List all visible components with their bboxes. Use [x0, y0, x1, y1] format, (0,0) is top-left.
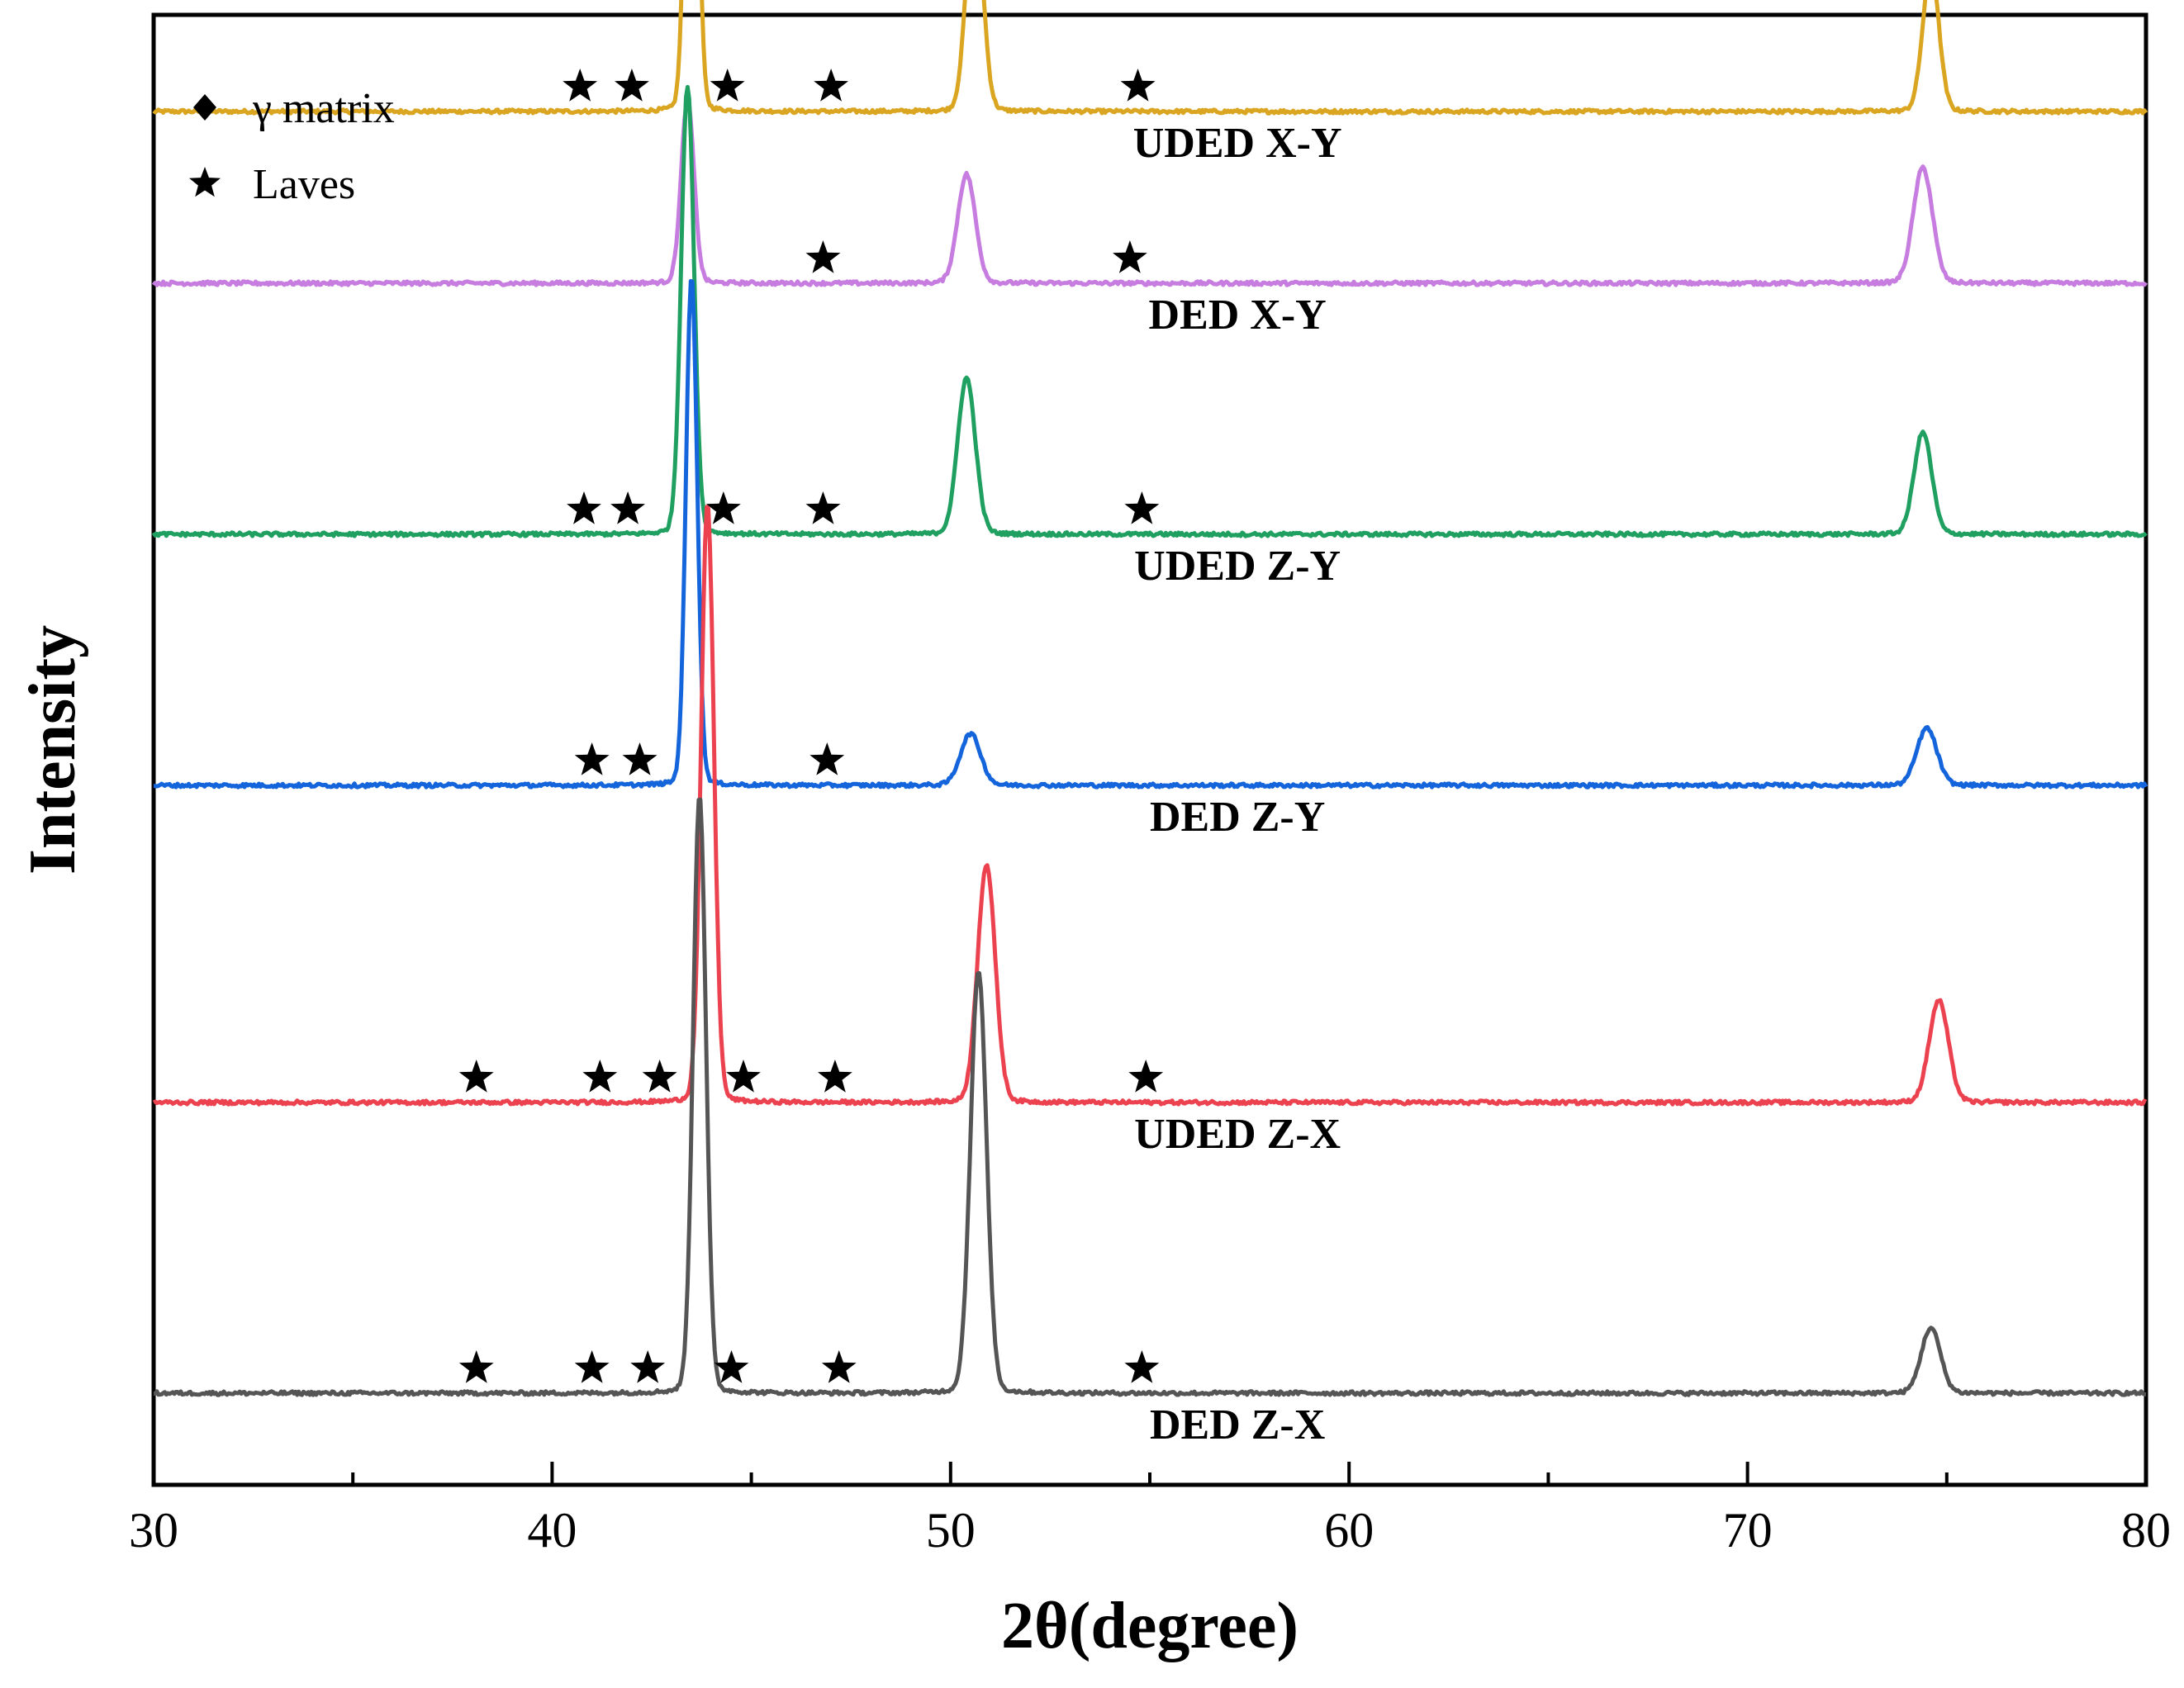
laves-star-ded-z-x-1	[574, 1350, 610, 1383]
series-line-uded-z-y	[151, 84, 2148, 538]
series-layer: UDED X-Y DED X-Y UDED Z-Y DED Z-Y UDED Z-X DE…	[151, 0, 2148, 1449]
laves-star-uded-z-x-0	[458, 1060, 494, 1093]
x-tick-label-50: 50	[926, 1503, 976, 1558]
laves-star-uded-z-y-3	[805, 491, 841, 524]
legend-laves-label: Laves	[253, 161, 355, 208]
series-label-ded-z-y: DED Z-Y	[1150, 794, 1325, 841]
laves-star-uded-z-y-2	[705, 491, 741, 524]
series-line-ded-z-y	[153, 278, 2148, 789]
laves-star-ded-z-x-4	[821, 1350, 857, 1383]
series-label-ded-z-x: DED Z-X	[1150, 1401, 1325, 1449]
laves-star-uded-x-y-4	[1120, 69, 1156, 102]
laves-star-uded-z-x-4	[818, 1060, 852, 1093]
laves-star-uded-z-y-1	[610, 491, 645, 524]
x-tick-label-70: 70	[1723, 1503, 1773, 1558]
laves-star-ded-z-x-5	[1124, 1350, 1160, 1383]
series-label-uded-z-x: UDED Z-X	[1134, 1111, 1341, 1158]
x-tick-label-80: 80	[2121, 1503, 2171, 1558]
x-tick-label-30: 30	[129, 1503, 178, 1558]
laves-star-ded-z-y-0	[574, 742, 610, 775]
x-tick-label-60: 60	[1324, 1503, 1374, 1558]
laves-star-ded-z-y-1	[622, 742, 658, 775]
laves-star-uded-x-y-3	[814, 69, 848, 102]
legend-star-icon	[189, 167, 221, 197]
series-label-ded-x-y: DED X-Y	[1149, 292, 1327, 339]
x-axis-title: 2θ(degree)	[1001, 1590, 1299, 1662]
plot-frame	[151, 12, 2148, 1487]
x-tick-label-40: 40	[527, 1503, 577, 1558]
marker-layer: (111)(200)(220)	[458, 69, 1164, 1383]
laves-star-ded-z-x-3	[714, 1350, 749, 1383]
series-line-ded-z-x	[153, 797, 2147, 1397]
laves-star-ded-x-y-0	[805, 240, 841, 273]
laves-star-uded-x-y-2	[710, 69, 745, 102]
laves-star-uded-z-x-2	[642, 1060, 677, 1093]
laves-star-uded-z-x-1	[582, 1060, 618, 1093]
laves-star-ded-z-x-2	[630, 1350, 666, 1383]
series-label-uded-z-y: UDED Z-Y	[1134, 543, 1341, 590]
series-line-ded-x-y	[151, 96, 2148, 287]
laves-star-uded-z-x-5	[1128, 1060, 1164, 1093]
laves-star-uded-x-y-1	[615, 69, 649, 102]
y-axis-title: Intensity	[17, 625, 89, 875]
laves-star-uded-z-x-3	[726, 1060, 761, 1093]
laves-star-ded-x-y-1	[1113, 240, 1147, 273]
legend-diamond-marker	[193, 94, 216, 121]
laves-star-ded-z-x-0	[458, 1350, 494, 1383]
series-line-uded-z-x	[152, 505, 2148, 1107]
laves-star-uded-z-y-0	[567, 491, 601, 524]
laves-star-uded-z-y-4	[1124, 491, 1160, 524]
x-axis-ticks: 30 40 50 60 70 80	[129, 1462, 2171, 1558]
legend-star-marker	[189, 167, 221, 197]
laves-star-ded-z-y-2	[810, 742, 845, 775]
series-line-uded-x-y	[152, 0, 2148, 116]
legend: γ matrix Laves	[189, 85, 395, 208]
series-label-uded-x-y: UDED X-Y	[1133, 120, 1342, 167]
laves-star-uded-x-y-0	[563, 69, 598, 102]
legend-gamma-matrix-label: γ matrix	[252, 85, 395, 132]
